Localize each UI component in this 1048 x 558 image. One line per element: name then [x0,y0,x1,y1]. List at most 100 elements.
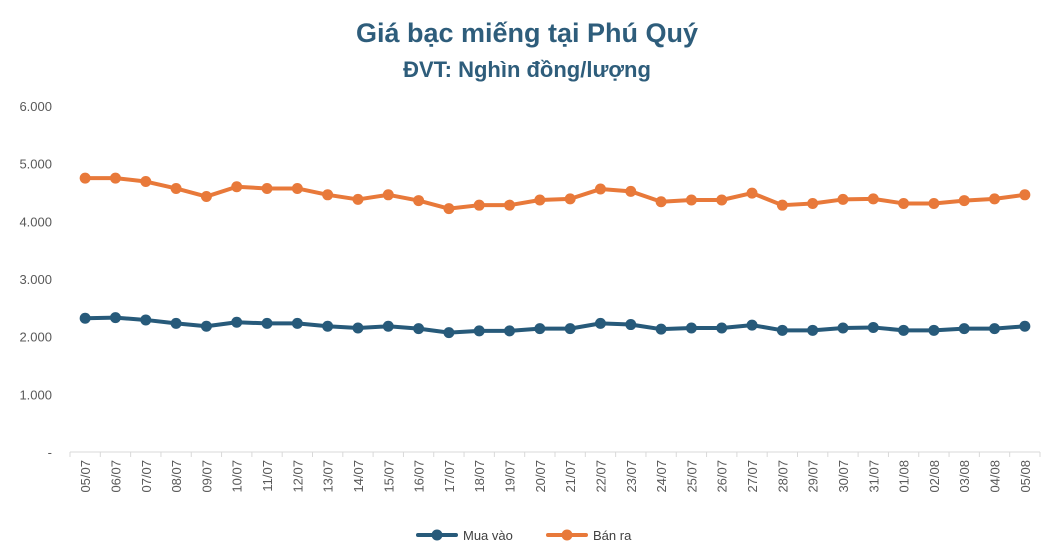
data-point [837,193,849,205]
data-point [594,317,606,329]
data-point [989,323,1001,335]
y-axis-ticks: - 1.000 2.000 3.000 4.000 5.000 6.000 [19,99,52,460]
series-2 [79,172,1031,215]
x-tick-label: 26/07 [715,460,730,493]
data-point [564,323,576,335]
x-tick-label: 18/07 [472,460,487,493]
data-point [382,320,394,332]
legend-label: Bán ra [593,528,632,543]
x-tick-label: 01/08 [897,460,912,493]
x-tick-label: 24/07 [654,460,669,493]
data-point [685,322,697,334]
data-point [534,323,546,335]
data-point [625,319,637,331]
data-point [685,194,697,206]
y-tick-label: 4.000 [19,214,52,229]
data-point [837,322,849,334]
data-point [928,324,940,336]
data-point [655,196,667,208]
data-point [200,320,212,332]
data-point [898,197,910,209]
x-tick-label: 06/07 [108,460,123,493]
data-point [928,197,940,209]
y-tick-label: 1.000 [19,387,52,402]
y-tick-label: 6.000 [19,99,52,114]
data-point [716,194,728,206]
x-tick-label: 19/07 [503,460,518,493]
y-tick-label: - [48,445,52,460]
data-point [140,314,152,326]
legend-label: Mua vào [463,528,513,543]
data-point [322,189,334,201]
x-tick-label: 12/07 [290,460,305,493]
x-tick-label: 04/08 [988,460,1003,493]
x-tick-label: 09/07 [199,460,214,493]
data-point [140,176,152,188]
series-line [83,315,1027,335]
series-1 [79,312,1031,339]
data-point [170,182,182,194]
data-point [170,317,182,329]
x-tick-label: 22/07 [593,460,608,493]
data-point [625,185,637,197]
x-tick-label: 08/07 [169,460,184,493]
data-point [443,203,455,215]
data-point [382,189,394,201]
data-point [746,319,758,331]
y-tick-label: 2.000 [19,330,52,345]
data-point [443,327,455,339]
data-point [989,193,1001,205]
x-tick-label: 05/07 [78,460,93,493]
data-point [413,323,425,335]
x-tick-label: 07/07 [139,460,154,493]
x-tick-label: 02/08 [927,460,942,493]
data-point [261,182,273,194]
data-point [473,199,485,211]
data-point [352,322,364,334]
y-tick-label: 5.000 [19,157,52,172]
legend-item: Mua vào [416,528,513,543]
data-point [776,324,788,336]
x-tick-label: 27/07 [745,460,760,493]
x-tick-label: 15/07 [381,460,396,493]
data-point [594,183,606,195]
x-tick-label: 25/07 [684,460,699,493]
x-tick-label: 14/07 [351,460,366,493]
chart-subtitle: ĐVT: Nghìn đồng/lượng [403,57,651,82]
data-point [716,322,728,334]
x-tick-label: 29/07 [806,460,821,493]
x-tick-label: 20/07 [533,460,548,493]
x-tick-label: 10/07 [230,460,245,493]
data-point [958,323,970,335]
data-point [291,182,303,194]
data-point [231,181,243,193]
legend-swatch-marker [561,529,573,541]
data-point [746,187,758,199]
x-tick-label: 16/07 [412,460,427,493]
data-point [958,195,970,207]
data-point [200,191,212,203]
data-point [231,316,243,328]
data-point [413,195,425,207]
data-point [1019,320,1031,332]
data-point [504,199,516,211]
data-point [807,324,819,336]
data-point [504,325,516,337]
data-point [109,172,121,184]
x-tick-label: 05/08 [1018,460,1033,493]
legend-item: Bán ra [546,528,632,543]
data-point [564,193,576,205]
data-point [1019,189,1031,201]
data-point [655,323,667,335]
data-point [109,312,121,324]
x-tick-label: 28/07 [775,460,790,493]
legend-swatch-marker [431,529,443,541]
legend: Mua vào Bán ra [416,528,632,543]
y-tick-label: 3.000 [19,272,52,287]
x-tick-label: 03/08 [957,460,972,493]
data-point [807,197,819,209]
series-line [83,176,1027,211]
series-layer [79,172,1031,339]
data-point [867,321,879,333]
